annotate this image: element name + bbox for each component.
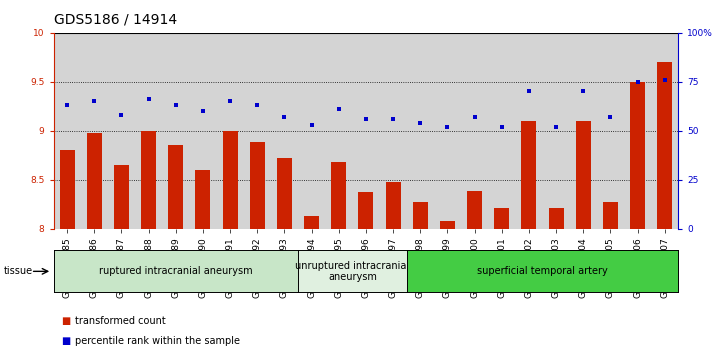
Bar: [141, 131, 156, 229]
Bar: [386, 182, 401, 229]
Text: tissue: tissue: [4, 266, 33, 276]
Bar: [87, 132, 102, 229]
Bar: [331, 162, 346, 229]
Point: [632, 79, 643, 85]
Bar: [223, 131, 238, 229]
Bar: [196, 170, 211, 229]
Point: [659, 77, 670, 83]
Point: [550, 124, 562, 130]
Point: [116, 112, 127, 118]
Text: ■: ■: [61, 336, 70, 346]
Bar: [169, 146, 183, 229]
Bar: [548, 208, 563, 229]
Bar: [114, 165, 129, 229]
Point: [197, 108, 208, 114]
Bar: [413, 202, 428, 229]
Text: ruptured intracranial aneurysm: ruptured intracranial aneurysm: [99, 266, 253, 276]
Bar: [250, 142, 265, 229]
Text: percentile rank within the sample: percentile rank within the sample: [75, 336, 240, 346]
Bar: [467, 191, 482, 229]
Text: superficial temporal artery: superficial temporal artery: [477, 266, 608, 276]
Bar: [277, 158, 292, 229]
Point: [415, 120, 426, 126]
Text: ■: ■: [61, 316, 70, 326]
Point: [442, 124, 453, 130]
Point: [143, 97, 154, 102]
Bar: [603, 202, 618, 229]
Point: [278, 114, 290, 120]
Point: [306, 122, 317, 128]
Point: [61, 102, 73, 108]
Bar: [60, 150, 74, 229]
Point: [333, 106, 344, 112]
Bar: [630, 82, 645, 229]
Bar: [658, 62, 672, 229]
Point: [388, 116, 399, 122]
Text: transformed count: transformed count: [75, 316, 166, 326]
Bar: [358, 192, 373, 229]
Text: GDS5186 / 14914: GDS5186 / 14914: [54, 13, 176, 27]
Point: [361, 116, 372, 122]
Point: [523, 89, 535, 94]
Point: [89, 98, 100, 104]
Text: unruptured intracranial
aneurysm: unruptured intracranial aneurysm: [296, 261, 409, 282]
Point: [469, 114, 481, 120]
Bar: [440, 221, 455, 229]
Bar: [304, 216, 319, 229]
Point: [496, 124, 508, 130]
Point: [251, 102, 263, 108]
Point: [170, 102, 181, 108]
Point: [578, 89, 589, 94]
Point: [605, 114, 616, 120]
Point: [224, 98, 236, 104]
Bar: [575, 121, 590, 229]
Bar: [494, 208, 509, 229]
Bar: [521, 121, 536, 229]
